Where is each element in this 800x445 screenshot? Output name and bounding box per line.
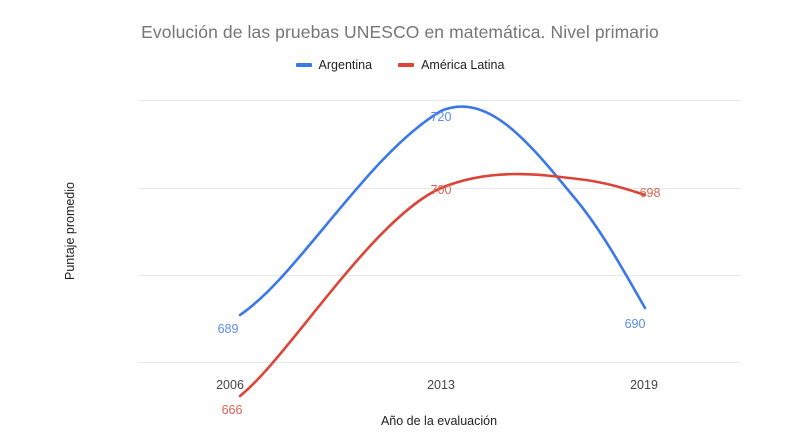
point-label-latam-2019: 698 <box>639 186 661 200</box>
legend-swatch-argentina <box>295 63 312 67</box>
gridline-725 <box>138 100 740 101</box>
x-tick-2006: 2006 <box>216 378 244 392</box>
x-tick-2013: 2013 <box>427 378 455 392</box>
plot-area: Puntaje promedio 725 700 675 650 689 720… <box>63 96 740 428</box>
gridline-675 <box>138 275 740 276</box>
point-label-latam-2006: 666 <box>221 403 243 417</box>
legend-label-argentina: Argentina <box>318 58 373 72</box>
point-label-argentina-2019: 690 <box>624 317 646 331</box>
point-label-argentina-2013: 720 <box>430 110 452 124</box>
gridline-650 <box>138 362 740 363</box>
x-tick-2019: 2019 <box>630 378 658 392</box>
y-axis-title-wrap: Puntaje promedio <box>60 96 80 366</box>
series-lines <box>238 105 647 398</box>
legend-swatch-america-latina <box>398 63 415 67</box>
y-axis-title: Puntaje promedio <box>63 182 77 280</box>
point-label-latam-2013: 700 <box>430 183 452 197</box>
point-label-argentina-2006: 689 <box>217 322 239 336</box>
legend-item-america-latina[interactable]: América Latina <box>398 58 504 72</box>
legend-label-america-latina: América Latina <box>421 58 505 72</box>
legend-item-argentina[interactable]: Argentina <box>295 58 373 72</box>
line-america-latina <box>238 172 647 398</box>
chart-title: Evolución de las pruebas UNESCO en matem… <box>141 22 659 42</box>
line-argentina <box>238 105 647 317</box>
x-axis-title: Año de la evaluación <box>380 414 498 428</box>
chart-legend: Argentina América Latina <box>0 58 800 72</box>
